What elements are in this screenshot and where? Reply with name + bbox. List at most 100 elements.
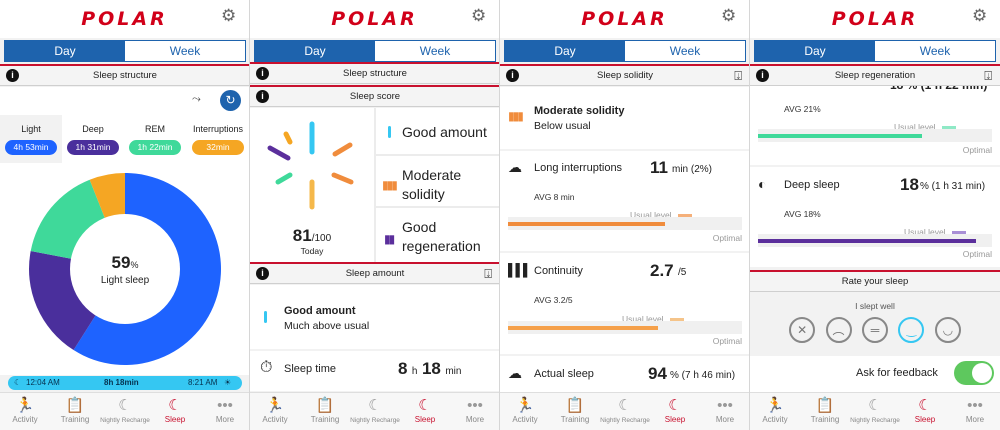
bottom-nav: 🏃 Activity 📋 Training ☾ Nightly Recharge ☾ S…: [750, 392, 1000, 430]
nav-more[interactable]: ••• More: [950, 393, 1000, 430]
section-header: i Sleep score: [250, 85, 499, 107]
amount-card: Good amount Much above usual: [250, 285, 499, 349]
tab-day[interactable]: Day: [755, 41, 875, 61]
rem-card: 18 % (1 h 22 min) AVG 21% Usual level Op…: [750, 78, 1000, 165]
stage-interruptions[interactable]: Interruptions 32min: [186, 115, 249, 163]
share-icon[interactable]: ⍗: [734, 68, 742, 83]
score-item-amount[interactable]: Good amount: [376, 108, 499, 156]
progress-fill: [758, 239, 976, 243]
stage-rem[interactable]: REM 1h 22min: [124, 115, 186, 163]
share-icon[interactable]: ⍗: [984, 68, 992, 83]
info-icon[interactable]: i: [756, 69, 769, 82]
minutes-unit: min: [445, 366, 462, 377]
mood-options: ✕ ︵ ═ ‿ ◡: [750, 317, 1000, 343]
nav-more[interactable]: ••• More: [200, 393, 249, 430]
nav-label: Activity: [12, 415, 38, 424]
nav-label: Activity: [762, 415, 788, 424]
tab-week[interactable]: Week: [419, 44, 451, 58]
nav-sleep[interactable]: ☾ Sleep: [900, 393, 950, 430]
nav-training[interactable]: 📋 Training: [550, 393, 600, 430]
recharge-icon: ☾: [868, 397, 882, 414]
mood-bad-icon[interactable]: ︵: [825, 317, 852, 343]
trend-icon[interactable]: ⤳: [192, 93, 201, 105]
usual-level-label: Usual level: [630, 210, 672, 220]
info-icon[interactable]: i: [6, 69, 19, 82]
section-title: Sleep score: [349, 91, 401, 102]
metric-unit: min (2%): [672, 164, 713, 175]
tab-week[interactable]: Week: [669, 44, 701, 58]
score-item-regeneration[interactable]: ▮▮ Good regeneration: [376, 210, 499, 262]
nav-sleep[interactable]: ☾ Sleep: [400, 393, 450, 430]
nav-activity[interactable]: 🏃 Activity: [0, 393, 50, 430]
nav-activity[interactable]: 🏃 Activity: [250, 393, 300, 430]
refresh-icon[interactable]: ↻: [220, 90, 241, 111]
nav-more[interactable]: ••• More: [450, 393, 499, 430]
top-bar: POLAR ⚙: [750, 0, 1000, 38]
stage-light[interactable]: Light 4h 53min: [0, 115, 62, 163]
nav-label: Nightly Recharge: [600, 417, 650, 424]
sleep-time-row: ⏱ Sleep time 8 h 18 min: [250, 351, 499, 391]
gear-icon[interactable]: ⚙: [471, 6, 487, 25]
nav-label: Training: [560, 415, 590, 424]
score-card: 81/100 Today Good amount ▮▮▮ Moderate so…: [250, 108, 499, 262]
share-icon[interactable]: ⍗: [484, 266, 492, 281]
stage-tabs: Light 4h 53min Deep 1h 31min REM 1h 22mi…: [0, 115, 249, 163]
divider: [374, 108, 376, 262]
nav-nightly-recharge[interactable]: ☾ Nightly Recharge: [850, 393, 900, 430]
nav-training[interactable]: 📋 Training: [300, 393, 350, 430]
solidity-bars-icon: ▮▮▮: [382, 178, 398, 192]
donut-area: 59% Light sleep: [0, 163, 249, 375]
score-value-box: 81/100 Today: [250, 226, 374, 256]
nav-training[interactable]: 📋 Training: [50, 393, 100, 430]
nav-activity[interactable]: 🏃 Activity: [500, 393, 550, 430]
gear-icon[interactable]: ⚙: [721, 6, 737, 25]
usual-level-marker: [942, 126, 956, 129]
timeline-duration: 8h 18min: [104, 378, 139, 387]
mood-very-good-icon[interactable]: ◡: [934, 317, 961, 343]
score-item-label: Good amount: [402, 124, 487, 140]
progress-fill: [508, 222, 665, 226]
amount-subtitle: Much above usual: [284, 320, 370, 332]
feedback-toggle[interactable]: [954, 361, 994, 385]
nav-label: Training: [810, 415, 840, 424]
nav-activity[interactable]: 🏃 Activity: [750, 393, 800, 430]
info-icon[interactable]: i: [256, 90, 269, 103]
info-icon[interactable]: i: [256, 267, 269, 280]
nav-label: Nightly Recharge: [350, 417, 400, 424]
hours-unit: h: [411, 366, 418, 377]
day-week-tabs: Day Week: [254, 40, 496, 62]
stage-deep[interactable]: Deep 1h 31min: [62, 115, 124, 163]
stage-value: 4h 53min: [5, 140, 57, 155]
rating-caption: I slept well: [855, 301, 895, 311]
mood-neutral-icon[interactable]: ═: [862, 317, 888, 343]
tab-day[interactable]: Day: [505, 41, 625, 61]
nav-more[interactable]: ••• More: [700, 393, 749, 430]
nav-nightly-recharge[interactable]: ☾ Nightly Recharge: [100, 393, 150, 430]
metric-value: 94: [648, 364, 667, 383]
day-week-tabs: Day Week: [754, 40, 996, 62]
stage-label: Deep: [82, 124, 104, 134]
info-icon[interactable]: i: [256, 67, 269, 80]
nav-nightly-recharge[interactable]: ☾ Nightly Recharge: [350, 393, 400, 430]
info-icon[interactable]: i: [506, 69, 519, 82]
polar-logo: POLAR: [331, 8, 418, 30]
tab-day[interactable]: Day: [5, 41, 125, 61]
nav-nightly-recharge[interactable]: ☾ Nightly Recharge: [600, 393, 650, 430]
solidity-summary: ▮▮▮ Moderate solidity Below usual: [500, 87, 749, 149]
tab-day[interactable]: Day: [255, 41, 375, 61]
nav-sleep[interactable]: ☾ Sleep: [150, 393, 200, 430]
gear-icon[interactable]: ⚙: [221, 6, 237, 25]
section-title: Sleep solidity: [597, 70, 653, 81]
nav-training[interactable]: 📋 Training: [800, 393, 850, 430]
mood-very-bad-icon[interactable]: ✕: [789, 317, 816, 343]
tab-week[interactable]: Week: [919, 44, 951, 58]
score-item-solidity[interactable]: ▮▮▮ Moderate solidity: [376, 158, 499, 208]
tab-week[interactable]: Week: [169, 44, 201, 58]
mood-good-icon[interactable]: ‿: [898, 317, 925, 343]
deep-sleep-icon: ◐: [758, 176, 767, 192]
nav-sleep[interactable]: ☾ Sleep: [650, 393, 700, 430]
nav-label: More: [465, 415, 485, 424]
metric-avg: AVG 3.2/5: [534, 295, 573, 305]
gear-icon[interactable]: ⚙: [972, 6, 988, 25]
